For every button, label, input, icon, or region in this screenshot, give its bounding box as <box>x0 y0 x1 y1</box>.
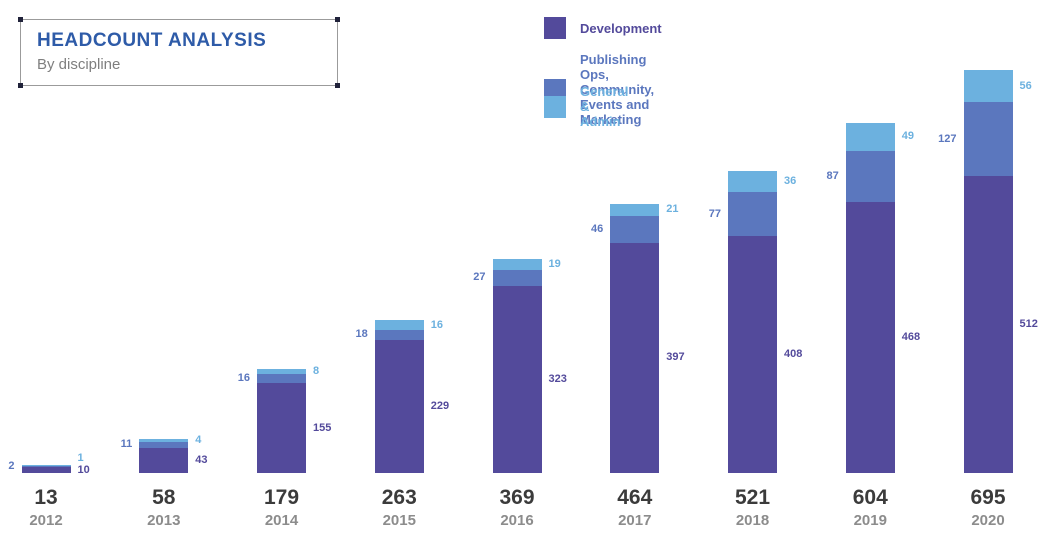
legend-label-general-admin: General & Admin <box>580 84 629 129</box>
bar-segment-development <box>728 236 777 473</box>
value-label-publishing: 127 <box>938 132 957 145</box>
legend-swatch-publishing <box>544 78 566 101</box>
value-label-general-admin: 21 <box>666 203 679 216</box>
bar-segment-general-admin <box>374 320 424 330</box>
selection-handle <box>335 83 340 88</box>
legend-item-development: Development <box>544 17 662 39</box>
value-label-development: 397 <box>666 351 685 364</box>
total-label: 263 <box>381 486 417 509</box>
legend-item-general-admin: General & Admin <box>544 84 628 129</box>
total-label: 521 <box>734 486 771 509</box>
bar-segment-publishing <box>610 216 660 243</box>
total-label: 58 <box>152 486 176 509</box>
total-label: 369 <box>499 486 535 509</box>
bar-segment-publishing <box>257 373 306 384</box>
value-label-general-admin: 36 <box>784 174 797 187</box>
value-label-development: 323 <box>548 372 567 385</box>
value-label-publishing: 87 <box>826 169 839 182</box>
bar-segment-general-admin <box>257 369 306 374</box>
total-label: 695 <box>970 486 1006 509</box>
value-label-publishing: 11 <box>120 438 133 451</box>
bar-segment-development <box>257 383 306 473</box>
chart-title: HEADCOUNT ANALYSIS <box>37 30 267 51</box>
bar-segment-publishing <box>845 151 895 202</box>
value-label-general-admin: 1 <box>77 451 84 464</box>
year-label: 2012 <box>29 512 63 529</box>
total-label: 464 <box>617 486 653 509</box>
bar-segment-publishing <box>139 441 189 449</box>
bar-segment-general-admin <box>492 258 542 270</box>
bar-segment-publishing <box>21 466 71 468</box>
total-label: 13 <box>34 486 58 509</box>
bar-segment-development <box>21 467 71 473</box>
bar-segment-general-admin <box>845 122 895 152</box>
value-label-development: 10 <box>77 463 90 476</box>
legend-item-publishing: Publishing Ops, Community, Events and Ma… <box>544 52 654 127</box>
value-label-development: 468 <box>901 330 921 343</box>
bar-segment-development <box>845 201 895 473</box>
bar-segment-development <box>492 285 542 473</box>
bar-segment-general-admin <box>728 170 777 192</box>
year-label: 2013 <box>147 512 181 529</box>
total-label: 179 <box>263 486 300 509</box>
bar-segment-development <box>139 448 189 473</box>
selection-handle <box>335 17 340 22</box>
bar-segment-general-admin <box>963 69 1013 103</box>
year-label: 2018 <box>735 512 770 529</box>
bar-segment-general-admin <box>610 203 660 217</box>
bar-segment-development <box>963 176 1013 473</box>
value-label-publishing: 46 <box>591 222 604 235</box>
total-label: 604 <box>852 486 888 509</box>
bar-segment-publishing <box>374 329 424 341</box>
value-label-development: 229 <box>430 400 450 413</box>
year-label: 2020 <box>971 512 1005 529</box>
bar-segment-publishing <box>728 191 777 237</box>
bar-segment-general-admin <box>139 439 189 442</box>
legend-divider <box>514 14 517 106</box>
legend-swatch-general-admin <box>544 95 566 118</box>
x-axis-line <box>0 472 1044 476</box>
bar-segment-publishing <box>963 102 1013 177</box>
year-label: 2016 <box>500 512 534 529</box>
value-label-development: 155 <box>313 421 332 434</box>
selection-handle <box>18 83 23 88</box>
value-label-publishing: 2 <box>8 460 15 473</box>
bar-segment-development <box>374 340 424 473</box>
value-label-general-admin: 56 <box>1019 79 1032 92</box>
value-label-development: 408 <box>784 348 803 361</box>
value-label-general-admin: 19 <box>548 257 561 270</box>
legend-label-development: Development <box>580 20 662 36</box>
year-label: 2019 <box>853 512 887 529</box>
bar-segment-general-admin <box>21 465 71 467</box>
year-label: 2017 <box>618 512 652 529</box>
chart-title-box[interactable]: HEADCOUNT ANALYSIS By discipline <box>18 17 340 88</box>
bar-segment-development <box>610 242 660 473</box>
legend-swatch-development <box>544 17 566 39</box>
value-label-development: 512 <box>1019 318 1038 331</box>
value-label-general-admin: 16 <box>430 318 443 331</box>
chart-subtitle: By discipline <box>37 56 121 73</box>
value-label-publishing: 77 <box>708 207 721 220</box>
value-label-general-admin: 8 <box>313 365 320 377</box>
value-label-publishing: 18 <box>355 328 368 341</box>
selection-handle <box>18 17 23 22</box>
value-label-publishing: 16 <box>237 371 250 384</box>
bar-segment-publishing <box>492 270 542 286</box>
year-label: 2015 <box>382 512 416 529</box>
value-label-general-admin: 49 <box>901 130 914 143</box>
year-label: 2014 <box>264 512 299 529</box>
value-label-publishing: 27 <box>473 271 486 284</box>
value-label-general-admin: 4 <box>195 434 202 447</box>
value-label-development: 43 <box>195 454 208 467</box>
legend-label-publishing: Publishing Ops, Community, Events and Ma… <box>580 52 655 127</box>
